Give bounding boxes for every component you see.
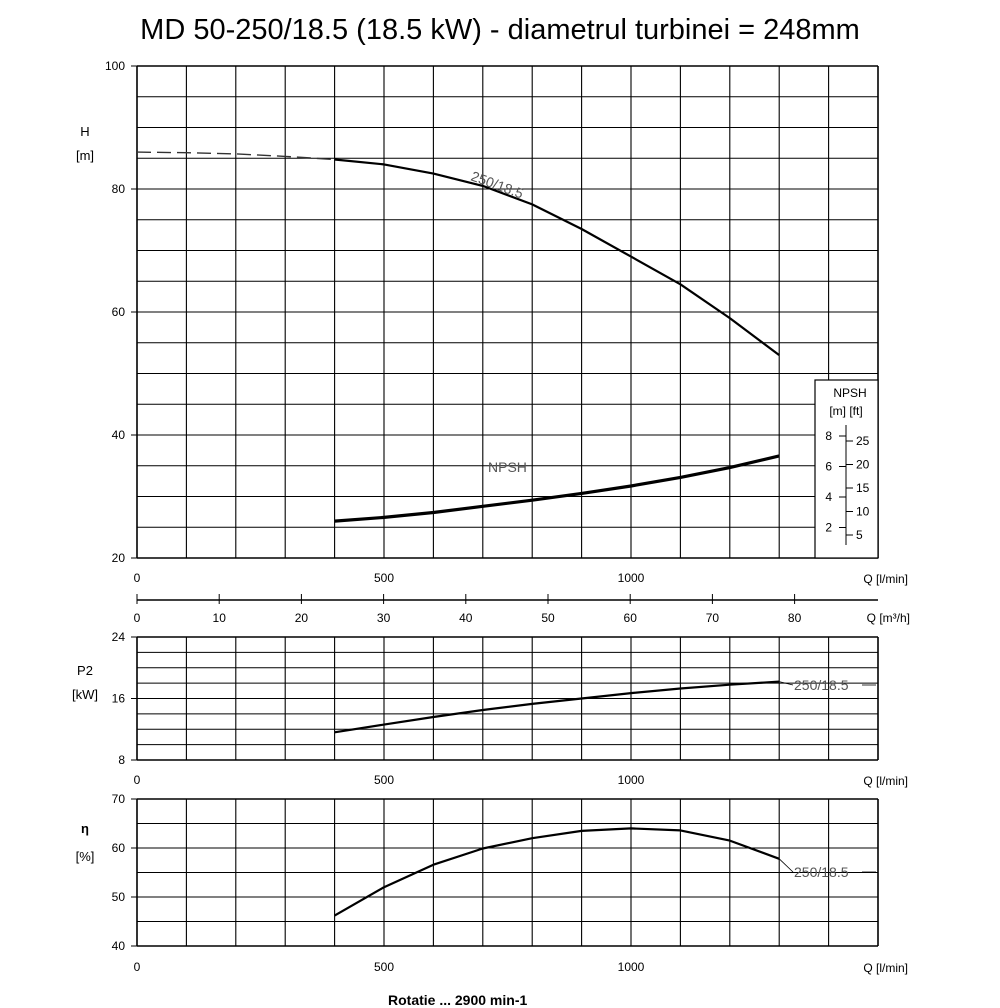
x2-tick-label: 80 (788, 611, 802, 625)
x-tick-label: 0 (134, 571, 141, 585)
series-leader-line (778, 858, 794, 873)
x2-tick-label: 40 (459, 611, 473, 625)
npsh-ft-tick-label: 15 (856, 481, 870, 495)
y-tick-label: 50 (112, 890, 126, 904)
efficiency-panel: 40 50 60 70 0 500 1000 Q [l/min] η [%] 250/18.5 (76, 792, 908, 975)
y-tick-label: 8 (118, 753, 125, 767)
y-tick-label: 40 (112, 428, 126, 442)
y-tick-label: 60 (112, 841, 126, 855)
npsh-m-tick-label: 8 (825, 429, 832, 443)
y-tick-label: 60 (112, 305, 126, 319)
y-tick-label: 40 (112, 939, 126, 953)
npsh-scale-title: NPSH (833, 386, 866, 400)
series-label-npsh: NPSH (488, 459, 527, 475)
x-tick-label: 500 (374, 571, 394, 585)
x2-tick-label: 10 (213, 611, 227, 625)
npsh-ft-tick-label: 5 (856, 528, 863, 542)
npsh-ft-tick-label: 25 (856, 434, 870, 448)
x2-axis-label: Q [m³/h] (867, 611, 910, 625)
250-18-5-curve (334, 158, 780, 356)
y-tick-label: 20 (112, 551, 126, 565)
y-axis-label: P2 (77, 663, 93, 678)
x-axis-label: Q [l/min] (863, 774, 908, 788)
x2-tick-label: 60 (624, 611, 638, 625)
series-label-250-18-5: 250/18.5 (794, 864, 849, 880)
y-axis-unit: [%] (76, 849, 95, 864)
y-tick-label: 16 (112, 692, 126, 706)
x2-tick-label: 0 (134, 611, 141, 625)
x2-tick-label: 20 (295, 611, 309, 625)
x-tick-label: 500 (374, 960, 394, 974)
x-axis-label: Q [l/min] (863, 961, 908, 975)
x-axis-label: Q [l/min] (863, 572, 908, 586)
x2-tick-label: 50 (541, 611, 555, 625)
npsh-scale-units: [m] [ft] (829, 404, 862, 418)
npsh-ft-tick-label: 20 (856, 458, 870, 472)
npsh-m-tick-label: 2 (825, 521, 832, 535)
series-leader-line (779, 681, 794, 686)
y-tick-label: 24 (112, 630, 126, 644)
x2-tick-label: 30 (377, 611, 391, 625)
y-axis-unit: [m] (76, 148, 94, 163)
250-18-5-curve (334, 827, 780, 917)
x-tick-label: 0 (134, 960, 141, 974)
npsh-curve (334, 454, 780, 523)
y-axis-label: η (81, 821, 89, 836)
extrapolated-curve (136, 151, 335, 161)
series-label-250-18-5: 250/18.5 (469, 168, 526, 202)
chart-title: MD 50-250/18.5 (18.5 kW) - diametrul tur… (140, 14, 860, 46)
x-tick-label: 1000 (618, 960, 645, 974)
x-tick-label: 1000 (618, 773, 645, 787)
npsh-m-tick-label: 6 (825, 460, 832, 474)
y-axis-unit: [kW] (72, 687, 98, 702)
x-tick-label: 0 (134, 773, 141, 787)
y-tick-label: 70 (112, 792, 126, 806)
x2-tick-label: 70 (706, 611, 720, 625)
y-tick-label: 100 (105, 59, 125, 73)
y-axis-label: H (80, 124, 89, 139)
power-panel: 8 16 24 0 500 1000 Q [l/min] P2 [kW] 250/18.5 (72, 630, 908, 788)
x-tick-label: 500 (374, 773, 394, 787)
250-18-5-curve (334, 680, 780, 734)
x-tick-label: 1000 (618, 571, 645, 585)
footer-note: Rotatie ... 2900 min-1 (388, 992, 528, 1008)
series-label-250-18-5: 250/18.5 (794, 677, 849, 693)
y-tick-label: 80 (112, 182, 126, 196)
npsh-m-tick-label: 4 (825, 490, 832, 504)
npsh-ft-tick-label: 10 (856, 505, 870, 519)
